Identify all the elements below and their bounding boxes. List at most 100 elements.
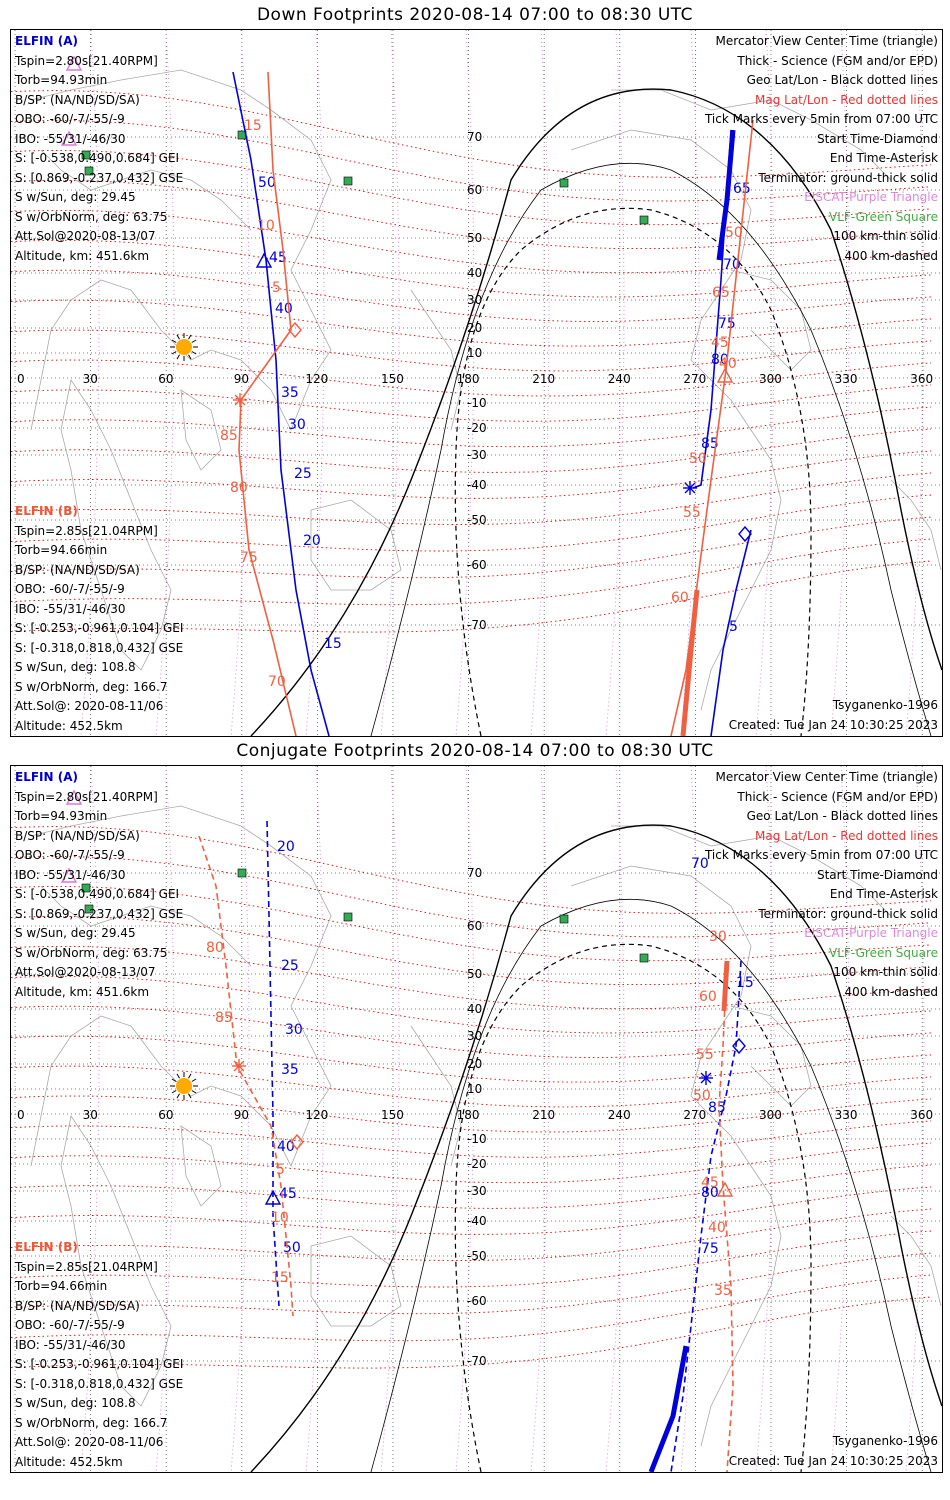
lon-tick-label: 330: [835, 1108, 858, 1122]
lat-tick-label: 10: [467, 346, 482, 360]
elfin-a-science-segment: [648, 1345, 689, 1472]
elfin-b-science-segment: [680, 589, 700, 736]
info-line: S w/OrbNorm, deg: 63.75: [15, 209, 168, 224]
legend-entry: EISCAT-Purple Triangle: [804, 190, 938, 204]
mag-parallel: [11, 384, 932, 422]
lon-tick-label: 60: [158, 372, 173, 386]
tick-label: 70: [268, 674, 286, 690]
coastline: [180, 1125, 222, 1207]
spacecraft-name: ELFIN (A): [15, 770, 78, 784]
info-line: IBO: -55/31/-46/30: [15, 1337, 126, 1352]
legend-entry: Terminator: ground-thick solid: [758, 906, 938, 921]
tick-label: 15: [324, 636, 342, 652]
mag-parallel: [11, 269, 932, 322]
lat-tick-label: -10: [467, 396, 487, 410]
tick-label: 80: [711, 352, 729, 368]
elfin-b-track-west: [198, 835, 294, 1317]
lat-tick-label: 20: [467, 321, 482, 335]
mag-parallel: [11, 1296, 932, 1369]
lat-tick-label: 30: [467, 1029, 482, 1043]
mag-parallel: [11, 1164, 932, 1209]
vlf-green-square: [237, 868, 247, 878]
coastline: [60, 378, 172, 671]
legend-entry: VLF-Green Square: [829, 209, 938, 224]
mag-parallel: [11, 299, 932, 347]
vlf-stations: [81, 130, 649, 225]
legend-entry: End Time-Asterisk: [829, 151, 938, 165]
sun-ray: [171, 1078, 177, 1082]
elfin-b-info: ELFIN (B) Tspin=2.85s[21.04RPM] Torb=94.66…: [15, 502, 183, 736]
sun-ray: [188, 334, 192, 340]
legend-entry: Mercator View Center Time (triangle): [715, 34, 938, 48]
lon-tick-label: 150: [381, 1108, 404, 1122]
elfin-a-science-segment: [716, 129, 736, 261]
legend-entry: 100 km-thin solid: [833, 229, 938, 243]
tick-label: 20: [303, 533, 321, 549]
info-line: S w/OrbNorm, deg: 166.7: [15, 1415, 168, 1430]
tick-label: 45: [279, 1186, 297, 1202]
mag-parallel: [11, 1252, 932, 1315]
info-line: S w/Sun, deg: 29.45: [15, 926, 136, 940]
elfin-a-track-west: [232, 71, 330, 736]
vlf-green-square: [639, 215, 649, 225]
tick-label: 15: [736, 975, 754, 991]
vlf-green-square: [343, 176, 353, 186]
mag-parallel: [11, 538, 932, 606]
sun-disk: [176, 1078, 192, 1094]
terminator-400km: [454, 943, 812, 1472]
tick-label: 45: [269, 250, 287, 266]
spacecraft-name: ELFIN (B): [15, 504, 78, 518]
tick-label: 80: [701, 1185, 719, 1201]
terminator: [250, 824, 942, 1472]
tick-label: 60: [699, 989, 717, 1005]
coastline: [611, 825, 892, 917]
sun-disk: [176, 339, 192, 355]
legend-entry: Start Time-Diamond: [816, 867, 938, 882]
mag-parallel: [11, 975, 932, 1034]
lat-tick-label: 30: [467, 293, 482, 307]
lat-tick-label: 40: [467, 266, 482, 280]
lat-tick-label: 50: [467, 967, 482, 981]
lat-tick-label: -50: [467, 1249, 487, 1263]
coastline: [30, 69, 332, 431]
mag-grid: [11, 766, 932, 1472]
mag-parallel: [11, 494, 932, 552]
elfin-b-view-center-triangle: [716, 367, 734, 383]
tick-label: 55: [683, 505, 701, 521]
mag-parallel: [11, 1035, 932, 1083]
asterisk-stroke: [233, 1060, 245, 1072]
lat-tick-label: -60: [467, 1294, 487, 1308]
info-line: B/SP: (NA/ND/SD/SA): [15, 828, 140, 843]
lon-tick-label: 150: [381, 372, 404, 386]
lat-tick-label: -70: [467, 618, 487, 632]
coastline: [60, 1114, 172, 1407]
sun-ray: [191, 1090, 197, 1094]
legend-entry: Tick Marks every 5min from 07:00 UTC: [704, 848, 938, 862]
sun-ray: [171, 339, 177, 343]
model-credit: Tsyganenko-1996 Created: Tue Jan 24 10:3…: [729, 696, 938, 735]
tick-label: 30: [709, 929, 727, 945]
coastline: [890, 479, 942, 571]
info-line: Tspin=2.80s[21.40RPM]: [15, 53, 158, 68]
legend-entry: VLF-Green Square: [829, 945, 938, 960]
lon-tick-label: 30: [83, 372, 98, 386]
sun-ray: [191, 1078, 197, 1082]
legend-entry: Geo Lat/Lon - Black dotted lines: [746, 73, 938, 87]
tick-label: 85: [701, 436, 719, 452]
mag-parallel: [11, 239, 932, 298]
lat-tick-label: 40: [467, 1002, 482, 1016]
info-line: IBO: -55/31/-46/30: [15, 601, 126, 616]
elfin-b-info: ELFIN (B) Tspin=2.85s[21.04RPM] Torb=94.66…: [15, 1238, 183, 1472]
model-name: Tsyganenko-1996: [832, 698, 938, 712]
elfin-b-end-asterisk: [233, 393, 247, 407]
info-line: Torb=94.93min: [15, 809, 108, 823]
mag-parallel: [11, 359, 932, 397]
info-line: Torb=94.66min: [15, 1279, 108, 1293]
geo-grid: [11, 766, 942, 1472]
info-line: Tspin=2.80s[21.40RPM]: [15, 789, 158, 804]
sun-ray: [176, 354, 180, 360]
asterisk-stroke: [700, 1072, 712, 1084]
tick-label: 10: [257, 218, 275, 234]
legend-entry: Tick Marks every 5min from 07:00 UTC: [704, 112, 938, 126]
elfin-a-track-west: [266, 820, 280, 1307]
